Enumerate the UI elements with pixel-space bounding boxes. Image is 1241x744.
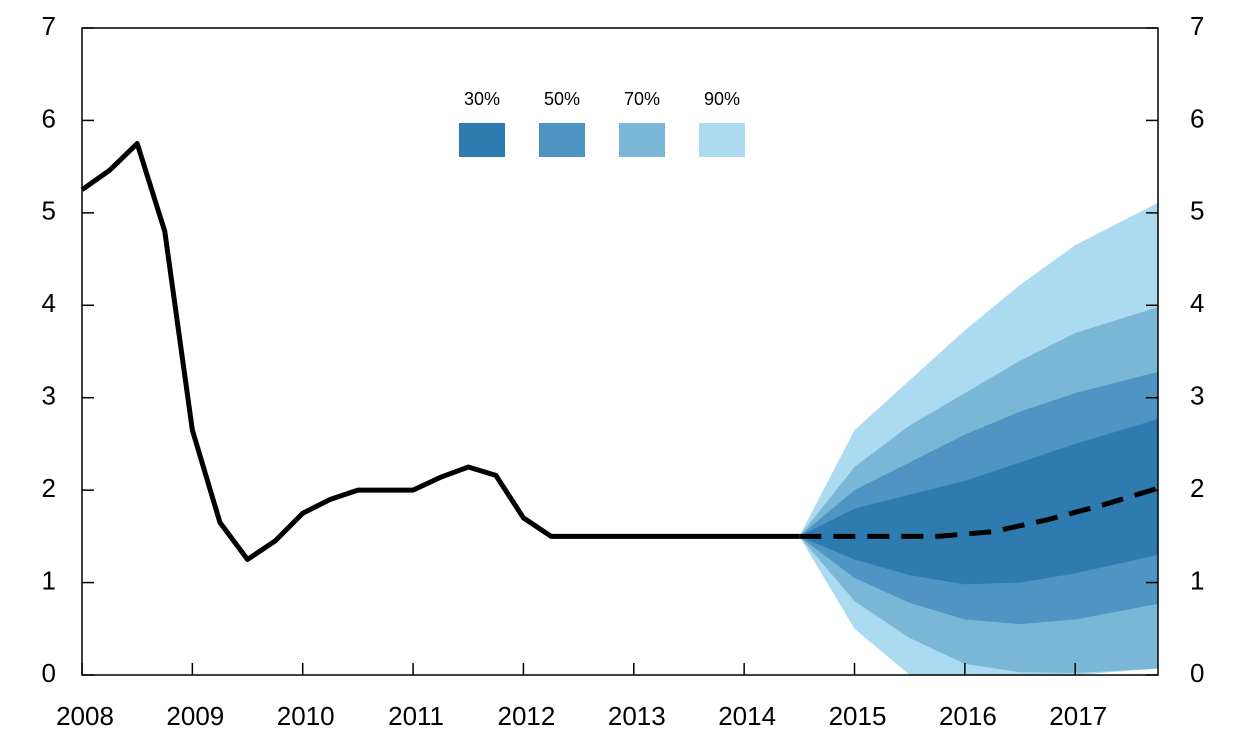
y-tick-label: 7	[42, 11, 56, 41]
legend-label: 50%	[544, 89, 580, 109]
y-tick-label: 2	[42, 473, 56, 503]
y2-tick-label: 1	[1190, 565, 1204, 595]
x-tick-label: 2012	[498, 701, 556, 731]
legend-label: 70%	[624, 89, 660, 109]
y2-tick-label: 0	[1190, 658, 1204, 688]
legend-label: 30%	[464, 89, 500, 109]
x-tick-label: 2014	[718, 701, 776, 731]
legend-swatch	[619, 123, 665, 157]
y-tick-label: 0	[42, 658, 56, 688]
y-tick-label: 4	[42, 288, 56, 318]
x-tick-label: 2009	[166, 701, 224, 731]
line	[80, 141, 800, 562]
x-tick-label: 2008	[56, 701, 114, 731]
legend-swatch	[699, 123, 745, 157]
y2-tick-label: 5	[1190, 196, 1204, 226]
x-tick-label: 2011	[388, 701, 444, 731]
y-tick-label: 3	[42, 381, 56, 411]
y2-tick-label: 2	[1190, 473, 1204, 503]
y2-tick-label: 6	[1190, 103, 1204, 133]
y-tick-label: 1	[42, 565, 56, 595]
legend-label: 90%	[704, 89, 740, 109]
plot-frame	[81, 27, 1159, 676]
legend-swatch	[539, 123, 585, 157]
y-tick-label: 5	[42, 196, 56, 226]
y2-tick-label: 7	[1190, 11, 1204, 41]
x-tick-label: 2010	[277, 701, 335, 731]
x-tick-label: 2016	[939, 701, 997, 731]
line	[799, 485, 1159, 539]
legend-swatch	[459, 123, 505, 157]
x-tick-label: 2013	[608, 701, 666, 731]
fan-band	[799, 418, 1158, 585]
x-tick-label: 2015	[829, 701, 887, 731]
y2-tick-label: 3	[1190, 381, 1204, 411]
y2-tick-label: 4	[1190, 288, 1204, 318]
x-tick-label: 2017	[1049, 701, 1107, 731]
y-tick-label: 6	[42, 103, 56, 133]
